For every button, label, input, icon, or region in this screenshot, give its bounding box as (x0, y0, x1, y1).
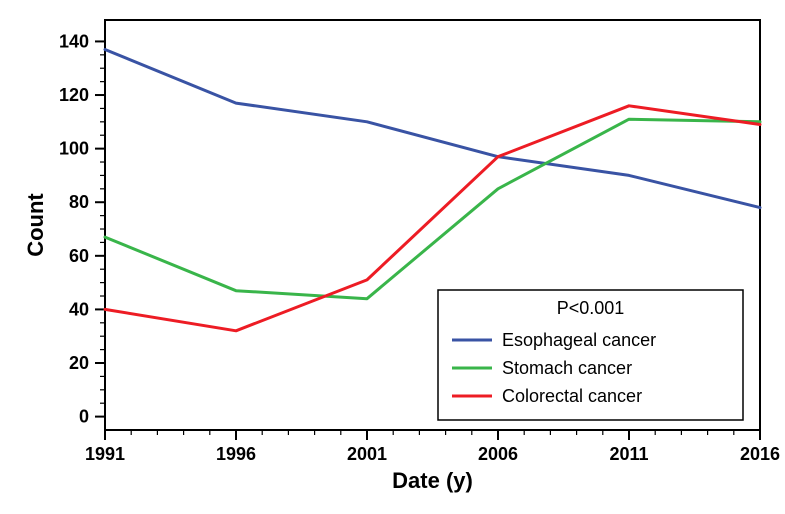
legend-label: Stomach cancer (502, 358, 632, 378)
y-tick-label: 40 (69, 299, 89, 319)
legend-label: Esophageal cancer (502, 330, 656, 350)
y-axis-label: Count (23, 193, 48, 257)
x-tick-label: 1991 (85, 444, 125, 464)
y-tick-label: 60 (69, 246, 89, 266)
y-tick-label: 140 (59, 31, 89, 51)
chart-svg: 1991 1996 2001 2006 2011 2016 Date (y) 0 20 40 60 8… (0, 0, 785, 514)
x-tick-label: 2006 (478, 444, 518, 464)
x-tick-label: 2011 (609, 444, 648, 464)
y-tick-label: 100 (59, 139, 89, 159)
x-tick-label: 2016 (740, 444, 780, 464)
y-tick-label: 20 (69, 353, 89, 373)
legend-title: P<0.001 (557, 298, 625, 318)
y-tick-label: 80 (69, 192, 89, 212)
x-tick-label: 2001 (347, 444, 387, 464)
y-tick-label: 0 (79, 407, 89, 427)
x-axis-label: Date (y) (392, 468, 473, 493)
legend-label: Colorectal cancer (502, 386, 642, 406)
line-chart: 1991 1996 2001 2006 2011 2016 Date (y) 0 20 40 60 8… (0, 0, 785, 514)
y-tick-label: 120 (59, 85, 89, 105)
x-tick-label: 1996 (216, 444, 256, 464)
